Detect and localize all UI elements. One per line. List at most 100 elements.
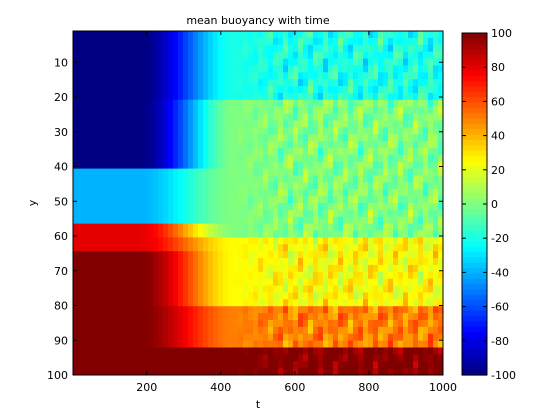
- heatmap-cell: [393, 306, 399, 314]
- heatmap-cell: [423, 99, 429, 108]
- heatmap-cell: [123, 65, 129, 73]
- heatmap-cell: [353, 251, 359, 259]
- heatmap-cell: [233, 368, 239, 375]
- heatmap-cell: [413, 141, 419, 149]
- heatmap-cell: [168, 271, 174, 280]
- heatmap-cell: [98, 285, 104, 294]
- heatmap-cell: [398, 31, 404, 39]
- heatmap-cell: [373, 86, 379, 94]
- heatmap-cell: [423, 292, 429, 300]
- heatmap-cell: [418, 189, 424, 197]
- heatmap-cell: [103, 161, 109, 170]
- heatmap-cell: [413, 237, 419, 245]
- heatmap-cell: [263, 99, 269, 108]
- heatmap-cell: [323, 285, 329, 294]
- heatmap-cell: [323, 31, 329, 39]
- heatmap-cell: [218, 120, 224, 128]
- heatmap-cell: [218, 92, 224, 101]
- heatmap-cell: [198, 237, 204, 245]
- heatmap-cell: [398, 237, 404, 245]
- heatmap-cell: [308, 58, 314, 66]
- heatmap-cell: [223, 319, 229, 328]
- heatmap-cell: [428, 182, 434, 190]
- heatmap-cell: [158, 161, 164, 170]
- heatmap-cell: [393, 175, 399, 183]
- heatmap-cell: [318, 319, 324, 328]
- heatmap-cell: [183, 354, 189, 362]
- heatmap-cell: [388, 313, 394, 321]
- heatmap-cell: [173, 134, 179, 142]
- heatmap-cell: [373, 127, 379, 135]
- heatmap-cell: [338, 299, 344, 307]
- heatmap-cell: [388, 264, 394, 273]
- heatmap-cell: [288, 203, 294, 211]
- heatmap-cell: [283, 333, 289, 342]
- heatmap-cell: [138, 258, 144, 266]
- heatmap-cell: [438, 251, 443, 259]
- heatmap-cell: [353, 292, 359, 300]
- heatmap-cell: [333, 326, 339, 335]
- heatmap-cell: [403, 258, 409, 266]
- heatmap-cell: [163, 106, 169, 115]
- heatmap-cell: [113, 223, 119, 232]
- heatmap-cell: [363, 285, 369, 294]
- heatmap-cell: [238, 333, 244, 342]
- heatmap-cell: [343, 120, 349, 128]
- colorbar-band: [462, 252, 487, 259]
- heatmap-cell: [383, 237, 389, 245]
- heatmap-cell: [388, 244, 394, 252]
- heatmap-cell: [253, 313, 259, 321]
- heatmap-cell: [248, 203, 254, 211]
- heatmap-cell: [423, 44, 429, 53]
- heatmap-cell: [323, 354, 329, 362]
- heatmap-cell: [228, 237, 234, 245]
- heatmap-cell: [273, 313, 279, 321]
- heatmap-cell: [93, 106, 99, 115]
- heatmap-cell: [143, 313, 149, 321]
- heatmap-cell: [258, 347, 264, 355]
- heatmap-cell: [413, 258, 419, 266]
- heatmap-cell: [98, 251, 104, 259]
- heatmap-cell: [388, 154, 394, 163]
- heatmap-cell: [273, 333, 279, 342]
- colorbar-band: [462, 268, 487, 275]
- heatmap-cell: [78, 347, 84, 355]
- heatmap-cell: [118, 368, 124, 375]
- heatmap-cell: [378, 134, 384, 142]
- heatmap-cell: [233, 209, 239, 218]
- heatmap-cell: [263, 340, 269, 349]
- heatmap-cell: [368, 37, 374, 46]
- heatmap-cell: [378, 271, 384, 280]
- heatmap-cell: [208, 223, 214, 232]
- heatmap-cell: [198, 209, 204, 218]
- heatmap-cell: [133, 292, 139, 300]
- heatmap-cell: [263, 244, 269, 252]
- heatmap-cell: [203, 237, 209, 245]
- heatmap-cell: [358, 189, 364, 197]
- heatmap-cell: [88, 189, 94, 197]
- heatmap-cell: [333, 127, 339, 135]
- heatmap-cell: [313, 44, 319, 53]
- heatmap-cell: [198, 182, 204, 190]
- heatmap-cell: [398, 251, 404, 259]
- heatmap-cell: [123, 203, 129, 211]
- heatmap-cell: [353, 161, 359, 170]
- heatmap-cell: [308, 285, 314, 294]
- heatmap-cell: [338, 86, 344, 94]
- heatmap-cell: [208, 161, 214, 170]
- heatmap-cell: [243, 86, 249, 94]
- heatmap-cell: [403, 65, 409, 73]
- heatmap-cell: [163, 299, 169, 307]
- heatmap-cell: [78, 230, 84, 238]
- heatmap-cell: [318, 161, 324, 170]
- heatmap-cell: [248, 189, 254, 197]
- heatmap-cell: [363, 154, 369, 163]
- colorbar-band: [462, 310, 487, 317]
- heatmap-cell: [268, 65, 274, 73]
- heatmap-cell: [398, 127, 404, 135]
- heatmap-cell: [133, 72, 139, 80]
- heatmap-cell: [198, 271, 204, 280]
- heatmap-cell: [163, 147, 169, 156]
- heatmap-cell: [183, 37, 189, 46]
- heatmap-cell: [323, 326, 329, 335]
